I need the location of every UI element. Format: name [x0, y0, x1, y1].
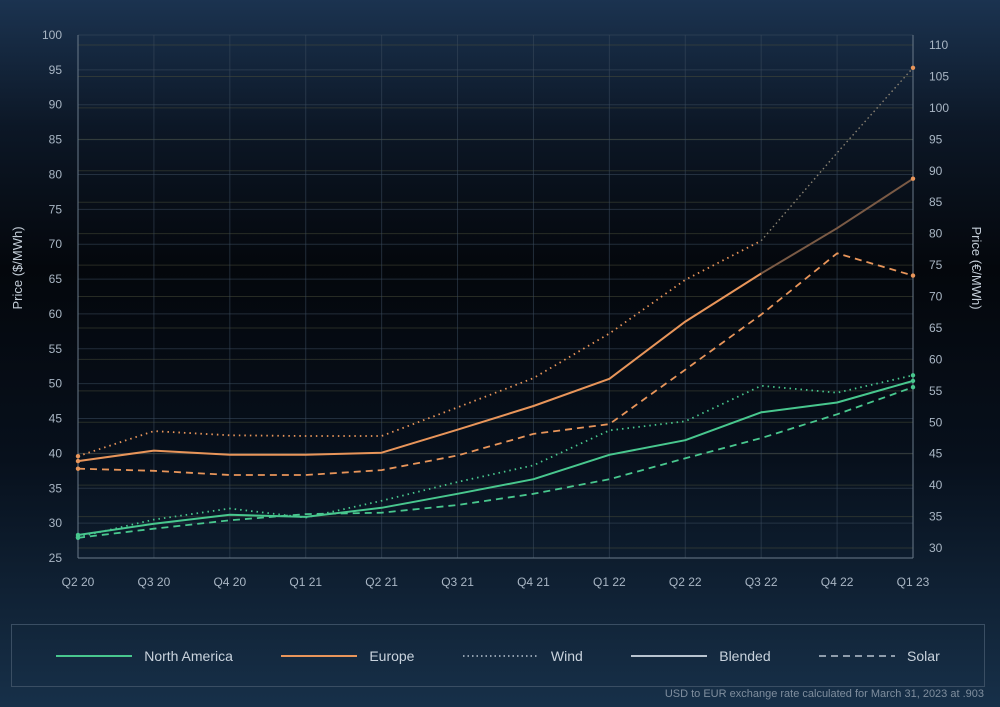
y2-tick-label: 100: [929, 101, 949, 115]
legend-label-solar: Solar: [907, 647, 940, 664]
x-tick-label: Q4 21: [517, 575, 550, 589]
x-axis-ticks: Q2 20 Q3 20 Q4 20 Q1 21 Q2 21 Q3 21 Q4 21 Q1 22…: [62, 575, 930, 589]
legend-swatch-europe: [281, 654, 358, 657]
legend-swatch-blended: [631, 654, 708, 657]
y2-tick-label: 80: [929, 227, 943, 241]
price-chart: 25 30 35 40 45 50 55 60 65 70 75 80 85 90 95 100 30 35 40…: [10, 28, 984, 589]
legend-label-north-america: North America: [144, 647, 233, 664]
y2-tick-label: 90: [929, 164, 943, 178]
right-axis-ticks: 30 35 40 45 50 55 60 65 70 75 80 85 90 95 100 105 110: [929, 38, 949, 555]
x-tick-label: Q1 23: [897, 575, 930, 589]
y-tick-label: 85: [49, 133, 63, 147]
y2-tick-label: 65: [929, 321, 943, 335]
x-tick-label: Q2 20: [62, 575, 95, 589]
series-point-europe-solar: [75, 466, 81, 471]
right-axis-title: Price (€/MWh): [969, 226, 984, 309]
y2-tick-label: 40: [929, 478, 943, 492]
y2-tick-label: 70: [929, 290, 943, 304]
y-tick-label: 45: [49, 412, 63, 426]
y-tick-label: 90: [49, 98, 63, 112]
y2-tick-label: 35: [929, 510, 943, 524]
legend-swatch-solar: [819, 654, 896, 657]
series-point-europe-blended: [910, 176, 916, 181]
x-tick-label: Q3 21: [441, 575, 474, 589]
y2-tick-label: 105: [929, 69, 949, 83]
legend-item-solar[interactable]: Solar: [819, 648, 940, 664]
y2-tick-label: 85: [929, 195, 943, 209]
y-tick-label: 65: [49, 272, 63, 286]
x-tick-label: Q1 21: [289, 575, 322, 589]
left-axis-title: Price ($/MWh): [10, 226, 25, 309]
series-lines: [75, 65, 916, 540]
y2-tick-label: 55: [929, 384, 943, 398]
y2-tick-label: 110: [929, 38, 948, 52]
x-tick-label: Q2 21: [365, 575, 398, 589]
y2-tick-label: 60: [929, 352, 943, 366]
series-line-north-america-blended: [77, 379, 914, 536]
x-tick-label: Q1 22: [593, 575, 626, 589]
y-tick-label: 70: [49, 237, 63, 251]
series-point-europe-solar: [910, 273, 916, 278]
series-point-north-america-wind: [910, 373, 916, 378]
series-line-europe-blended: [77, 272, 762, 463]
x-tick-label: Q4 22: [821, 575, 854, 589]
series-point-north-america-solar: [910, 384, 916, 390]
legend-label-europe: Europe: [369, 647, 415, 664]
y-tick-label: 35: [49, 481, 63, 495]
series-point-europe-wind: [910, 65, 916, 70]
series-point-europe-wind: [75, 453, 81, 459]
series-line-north-america-wind: [77, 374, 914, 538]
y-tick-label: 95: [49, 63, 63, 77]
y2-tick-label: 75: [929, 258, 943, 272]
series-line-europe-blended-tail: [760, 177, 914, 275]
y-tick-label: 25: [49, 551, 63, 565]
y2-tick-label: 95: [929, 132, 943, 146]
y-tick-label: 75: [49, 202, 63, 216]
y2-tick-label: 45: [929, 447, 943, 461]
legend-swatch-north-america: [56, 654, 133, 657]
y-tick-label: 40: [49, 446, 63, 460]
legend: North America Europe Wind Blended Solar: [11, 624, 985, 687]
y-tick-label: 100: [42, 28, 62, 42]
legend-swatch-wind: [462, 654, 539, 657]
y-tick-label: 80: [49, 167, 63, 181]
y2-tick-label: 30: [929, 541, 943, 555]
gridlines: [77, 34, 914, 559]
x-tick-label: Q3 22: [745, 575, 778, 589]
series-point-europe-blended: [75, 458, 81, 464]
x-tick-label: Q3 20: [138, 575, 171, 589]
legend-item-blended[interactable]: Blended: [631, 647, 771, 664]
y-tick-label: 55: [49, 342, 63, 356]
series-point-north-america-solar: [75, 535, 81, 540]
x-tick-label: Q2 22: [669, 575, 702, 589]
y2-tick-label: 50: [929, 415, 943, 429]
legend-item-north-america[interactable]: North America: [56, 648, 233, 664]
legend-label-wind: Wind: [550, 647, 583, 664]
left-axis-ticks: 25 30 35 40 45 50 55 60 65 70 75 80 85 90 95 100: [42, 28, 62, 565]
legend-item-europe[interactable]: Europe: [281, 648, 414, 664]
y-tick-label: 60: [49, 307, 63, 321]
series-line-europe-solar: [77, 252, 914, 476]
legend-label-blended: Blended: [719, 647, 771, 664]
y-tick-label: 50: [49, 377, 63, 391]
exchange-rate-footnote: USD to EUR exchange rate calculated for …: [664, 688, 984, 700]
y-tick-label: 30: [49, 516, 63, 530]
series-point-north-america-blended: [910, 378, 916, 384]
x-tick-label: Q4 20: [213, 575, 246, 589]
legend-item-wind[interactable]: Wind: [462, 647, 583, 664]
